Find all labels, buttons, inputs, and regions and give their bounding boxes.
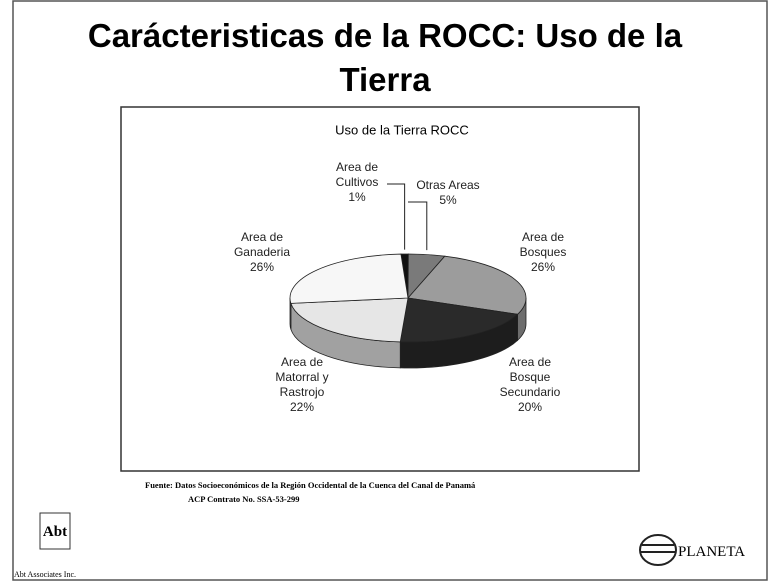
pie-slice bbox=[399, 297, 519, 343]
data-label: Otras Areas 5% bbox=[403, 178, 493, 208]
pie-slice bbox=[289, 253, 409, 304]
category-label: Area de Ganaderia bbox=[233, 230, 291, 259]
data-label: Area de Ganaderia 26% bbox=[225, 230, 300, 275]
data-label: Area de Bosque Secundario 20% bbox=[488, 355, 573, 415]
data-label: Area de Cultivos 1% bbox=[322, 160, 392, 205]
leader-line bbox=[408, 201, 428, 251]
source-line: Fuente: Datos Socioeconómicos de la Regi… bbox=[145, 480, 476, 490]
category-label: Area de Bosques bbox=[519, 230, 567, 259]
chart-frame bbox=[120, 106, 640, 472]
abt-logo-box bbox=[39, 512, 71, 550]
pie-tops bbox=[289, 253, 527, 343]
leader-line bbox=[387, 183, 406, 250]
data-label: Area de Matorral y Rastrojo 22% bbox=[262, 355, 342, 415]
data-label: Area de Bosques 26% bbox=[508, 230, 578, 275]
pie-slice bbox=[407, 255, 527, 315]
planeta-logo bbox=[639, 534, 677, 566]
value-label: 5% bbox=[439, 193, 457, 207]
value-label: 22% bbox=[289, 400, 315, 414]
value-label: 20% bbox=[517, 400, 543, 414]
category-label: Area de Cultivos bbox=[335, 160, 379, 189]
value-label: 1% bbox=[348, 190, 366, 204]
value-label: 26% bbox=[249, 260, 275, 274]
abt-logo: Abt bbox=[43, 524, 67, 540]
category-label: Area de Bosque Secundario bbox=[499, 355, 561, 399]
abt-name: Abt Associates Inc. bbox=[14, 570, 76, 579]
chart-title: Uso de la Tierra ROCC bbox=[335, 122, 469, 137]
source-line: ACP Contrato No. SSA-53-299 bbox=[188, 494, 300, 504]
pie-slice bbox=[290, 297, 409, 343]
category-label: Area de Matorral y Rastrojo bbox=[275, 355, 329, 399]
value-label: 26% bbox=[530, 260, 556, 274]
slide-border bbox=[12, 0, 768, 581]
slide-title-text: Carácteristicas de la ROCC: Uso de la Ti… bbox=[87, 17, 683, 98]
category-label: Otras Areas bbox=[416, 178, 480, 192]
planeta-name: PLANETA bbox=[678, 544, 745, 560]
slide-title: Carácteristicas de la ROCC: Uso de la Ti… bbox=[0, 14, 770, 102]
